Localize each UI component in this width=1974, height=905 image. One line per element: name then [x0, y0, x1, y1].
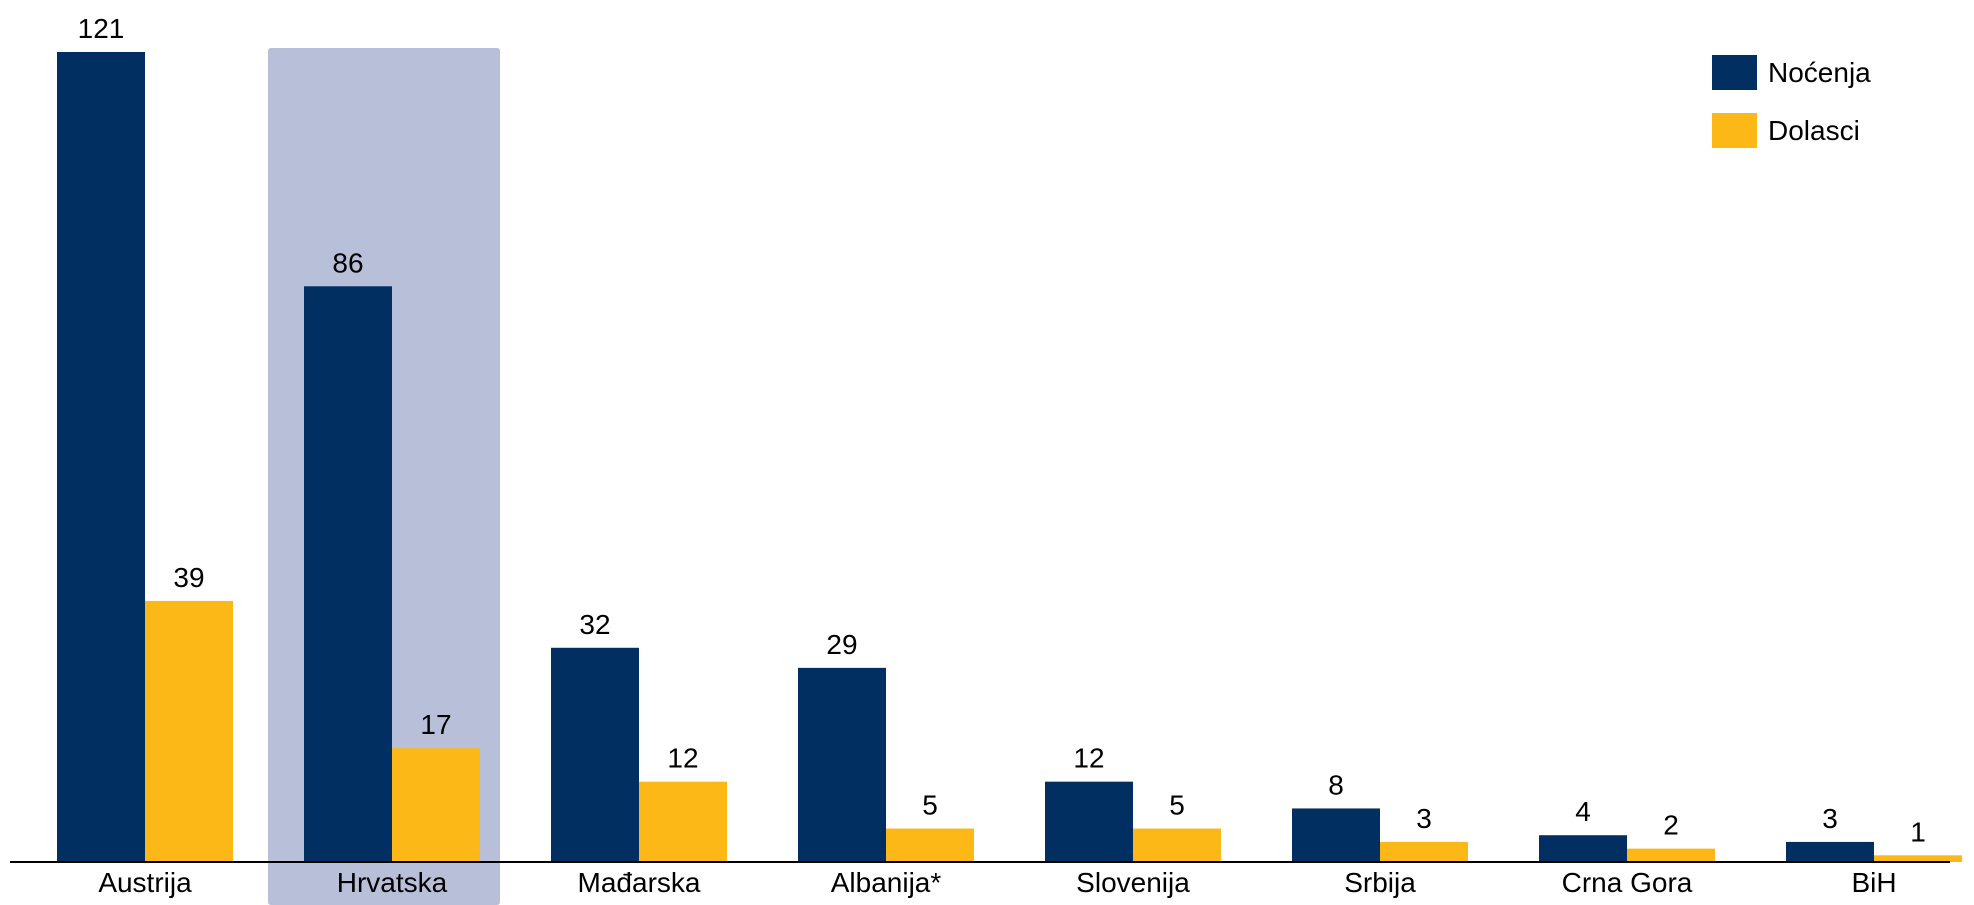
data-label-noćenja-3: 29: [826, 629, 857, 660]
x-tick-label-5: Srbija: [1344, 867, 1416, 898]
data-label-noćenja-2: 32: [579, 609, 610, 640]
legend: Noćenja Dolasci: [1712, 55, 1871, 148]
legend-label-dolasci: Dolasci: [1768, 115, 1860, 146]
data-label-dolasci-2: 12: [667, 743, 698, 774]
data-label-dolasci-5: 3: [1416, 803, 1432, 834]
legend-label-noćenja: Noćenja: [1768, 57, 1871, 88]
bar-dolasci-0: [145, 600, 233, 862]
data-label-noćenja-7: 3: [1822, 803, 1838, 834]
bar-noćenja-6: [1539, 835, 1627, 862]
bar-dolasci-4: [1133, 828, 1221, 862]
bar-noćenja-4: [1045, 781, 1133, 862]
data-label-dolasci-0: 39: [173, 562, 204, 593]
legend-swatch-noćenja: [1712, 55, 1757, 90]
bar-noćenja-2: [551, 647, 639, 862]
bar-noćenja-1: [304, 286, 392, 863]
data-label-noćenja-0: 121: [78, 13, 125, 44]
data-labels-layer: 121 39 86 17 32 12 29 5 12 5 8 3 4 2 3 1: [78, 13, 1926, 847]
bar-dolasci-5: [1380, 841, 1468, 862]
bar-noćenja-7: [1786, 841, 1874, 862]
x-tick-label-7: BiH: [1851, 867, 1896, 898]
bar-dolasci-3: [886, 828, 974, 862]
bar-noćenja-0: [57, 52, 145, 862]
bar-dolasci-1: [392, 748, 480, 862]
data-label-dolasci-6: 2: [1663, 810, 1679, 841]
bars-layer: [57, 52, 1962, 863]
data-label-dolasci-3: 5: [922, 790, 938, 821]
data-label-noćenja-4: 12: [1073, 743, 1104, 774]
data-label-dolasci-4: 5: [1169, 790, 1185, 821]
data-label-dolasci-7: 1: [1910, 816, 1926, 847]
data-label-noćenja-1: 86: [332, 247, 363, 278]
x-tick-label-3: Albanija*: [831, 867, 942, 898]
x-tick-label-4: Slovenija: [1076, 867, 1190, 898]
x-tick-labels: Austrija Hrvatska Mađarska Albanija* Sloveni…: [98, 867, 1896, 898]
data-label-noćenja-6: 4: [1575, 796, 1591, 827]
legend-swatch-dolasci: [1712, 113, 1757, 148]
bar-dolasci-6: [1627, 848, 1715, 862]
bar-noćenja-5: [1292, 808, 1380, 862]
x-tick-label-2: Mađarska: [578, 867, 701, 898]
x-tick-label-0: Austrija: [98, 867, 192, 898]
x-tick-label-6: Crna Gora: [1562, 867, 1693, 898]
data-label-noćenja-5: 8: [1328, 769, 1344, 800]
x-tick-label-1: Hrvatska: [337, 867, 448, 898]
bar-dolasci-2: [639, 781, 727, 862]
bar-dolasci-7: [1874, 855, 1962, 862]
bar-noćenja-3: [798, 667, 886, 862]
data-label-dolasci-1: 17: [420, 709, 451, 740]
